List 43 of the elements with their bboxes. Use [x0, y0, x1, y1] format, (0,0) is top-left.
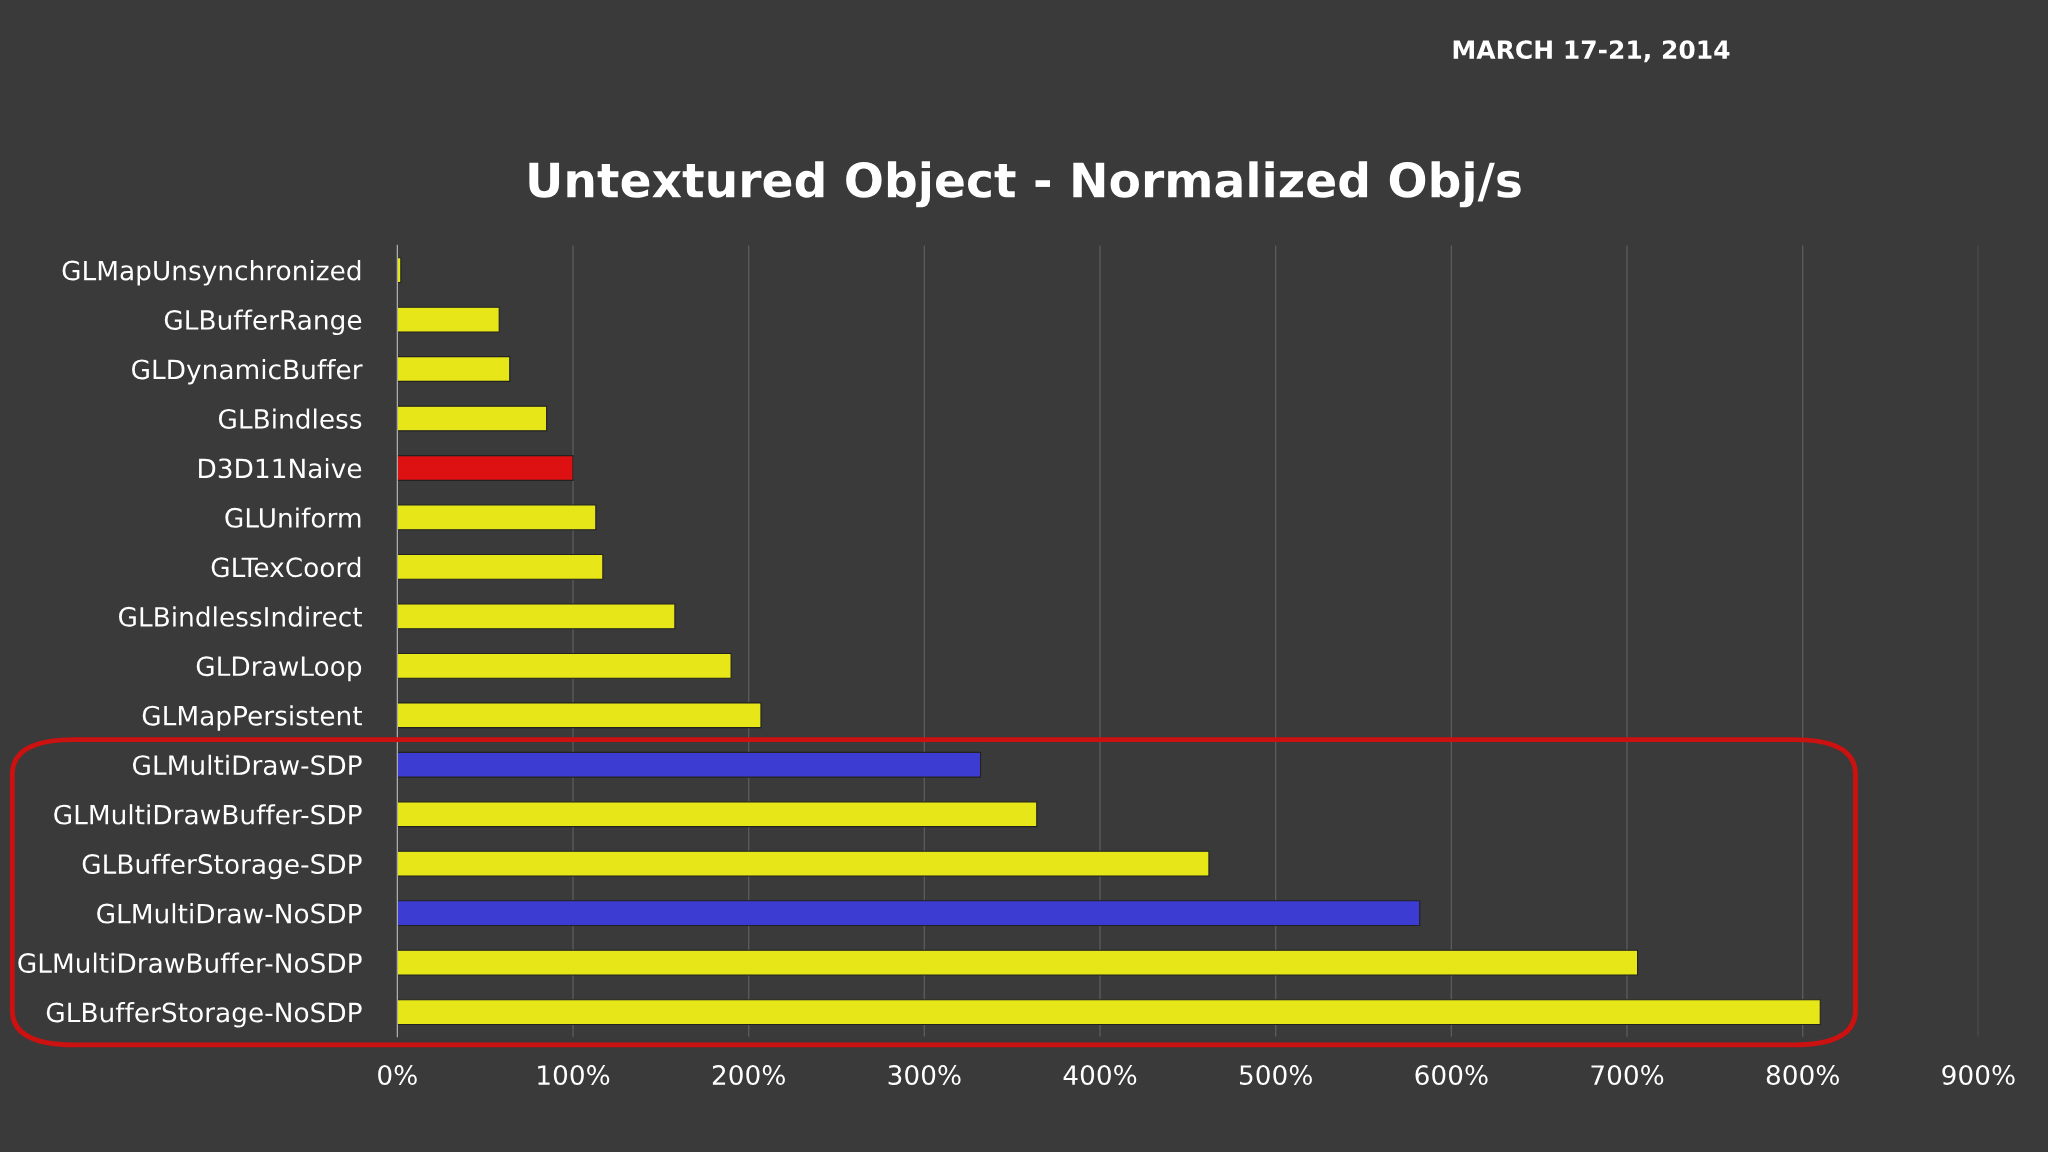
bar [397, 405, 548, 432]
x-tick-label: 400% [1063, 1065, 1137, 1085]
y-tick-label: GLMultiDraw-SDP [132, 754, 362, 776]
bar [397, 850, 1210, 877]
bar [397, 652, 732, 679]
bar [397, 702, 762, 729]
x-tick-label: 200% [712, 1065, 785, 1085]
bar [397, 553, 604, 580]
bar [397, 949, 1639, 976]
y-tick-label: GLBufferStorage-SDP [82, 853, 362, 880]
bar [397, 801, 1038, 828]
bar [397, 900, 1421, 927]
chart-title: Untextured Object - Normalized Obj/s [529, 161, 1521, 208]
bar [397, 504, 597, 531]
x-tick-label: 600% [1415, 1065, 1488, 1085]
x-tick-label: 500% [1239, 1065, 1312, 1085]
y-tick-label: GLBufferRange [164, 309, 362, 336]
x-tick-label: 100% [538, 1065, 610, 1085]
y-tick-label: GLDrawLoop [196, 656, 362, 682]
x-tick-label: 900% [1942, 1065, 2015, 1085]
x-tick-label: 0% [378, 1065, 417, 1085]
y-tick-label: GLMultiDrawBuffer-NoSDP [18, 952, 362, 973]
bar [397, 306, 500, 333]
y-tick-label: GLBindless [218, 408, 362, 429]
y-tick-label: D3D11Naive [199, 457, 362, 479]
y-tick-label: GLMultiDraw-NoSDP [97, 903, 362, 924]
bar [397, 455, 574, 481]
bar [397, 356, 511, 382]
bar [397, 751, 982, 778]
y-tick-label: GLMapPersistent [142, 705, 362, 731]
y-tick-label: GLDynamicBuffer [132, 359, 363, 385]
y-tick-label: GLMultiDrawBuffer-SDP [54, 804, 362, 825]
y-tick-label: GLMapUnsynchronized [62, 260, 361, 286]
x-tick-label: 800% [1766, 1065, 1839, 1085]
y-tick-label: GLBufferStorage-NoSDP [46, 1002, 362, 1028]
text: MARCH 17-21, 2014 [1453, 40, 1730, 63]
y-tick-label: GLBindlessIndirect [119, 606, 362, 627]
bar [397, 603, 676, 630]
y-tick-label: GLTexCoord [211, 556, 361, 578]
bar [397, 999, 1821, 1025]
y-tick-label: GLUniform [225, 507, 361, 528]
x-tick-label: 300% [888, 1065, 961, 1085]
x-tick-label: 700% [1591, 1065, 1664, 1085]
